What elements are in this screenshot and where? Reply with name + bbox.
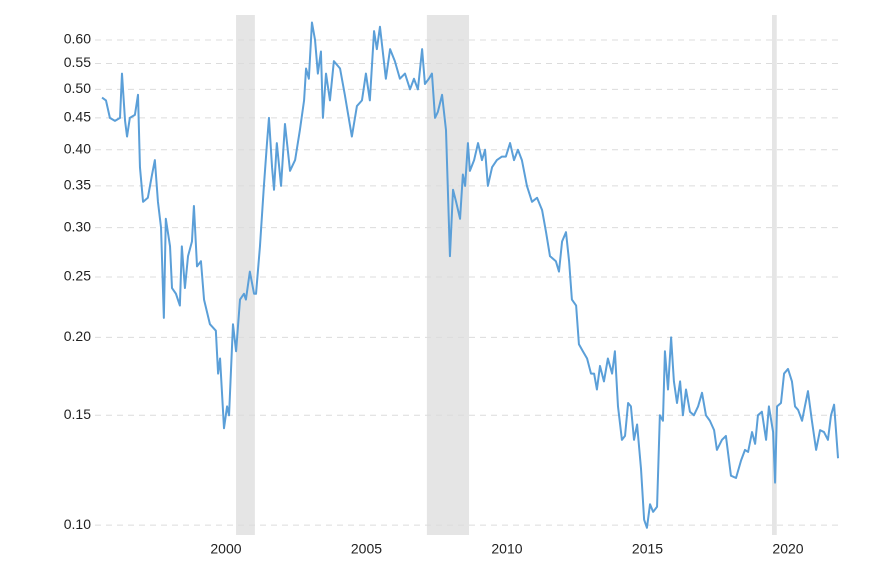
x-tick-label: 2010 <box>491 541 522 557</box>
recession-band <box>771 15 777 535</box>
y-tick-label: 0.35 <box>64 177 91 193</box>
x-tick-label: 2015 <box>632 541 663 557</box>
y-tick-label: 0.25 <box>64 268 91 284</box>
recession-band <box>236 15 255 535</box>
y-tick-label: 0.60 <box>64 31 91 47</box>
y-tick-label: 0.50 <box>64 80 91 96</box>
y-tick-label: 0.55 <box>64 54 91 70</box>
y-tick-label: 0.15 <box>64 406 91 422</box>
x-tick-label: 2000 <box>210 541 241 557</box>
y-tick-label: 0.20 <box>64 328 91 344</box>
y-tick-label: 0.40 <box>64 140 91 156</box>
data-line <box>101 21 840 529</box>
x-tick-label: 2020 <box>772 541 803 557</box>
x-tick-label: 2005 <box>351 541 382 557</box>
y-tick-label: 0.10 <box>64 516 91 532</box>
y-tick-label: 0.45 <box>64 109 91 125</box>
y-tick-label: 0.30 <box>64 218 91 234</box>
